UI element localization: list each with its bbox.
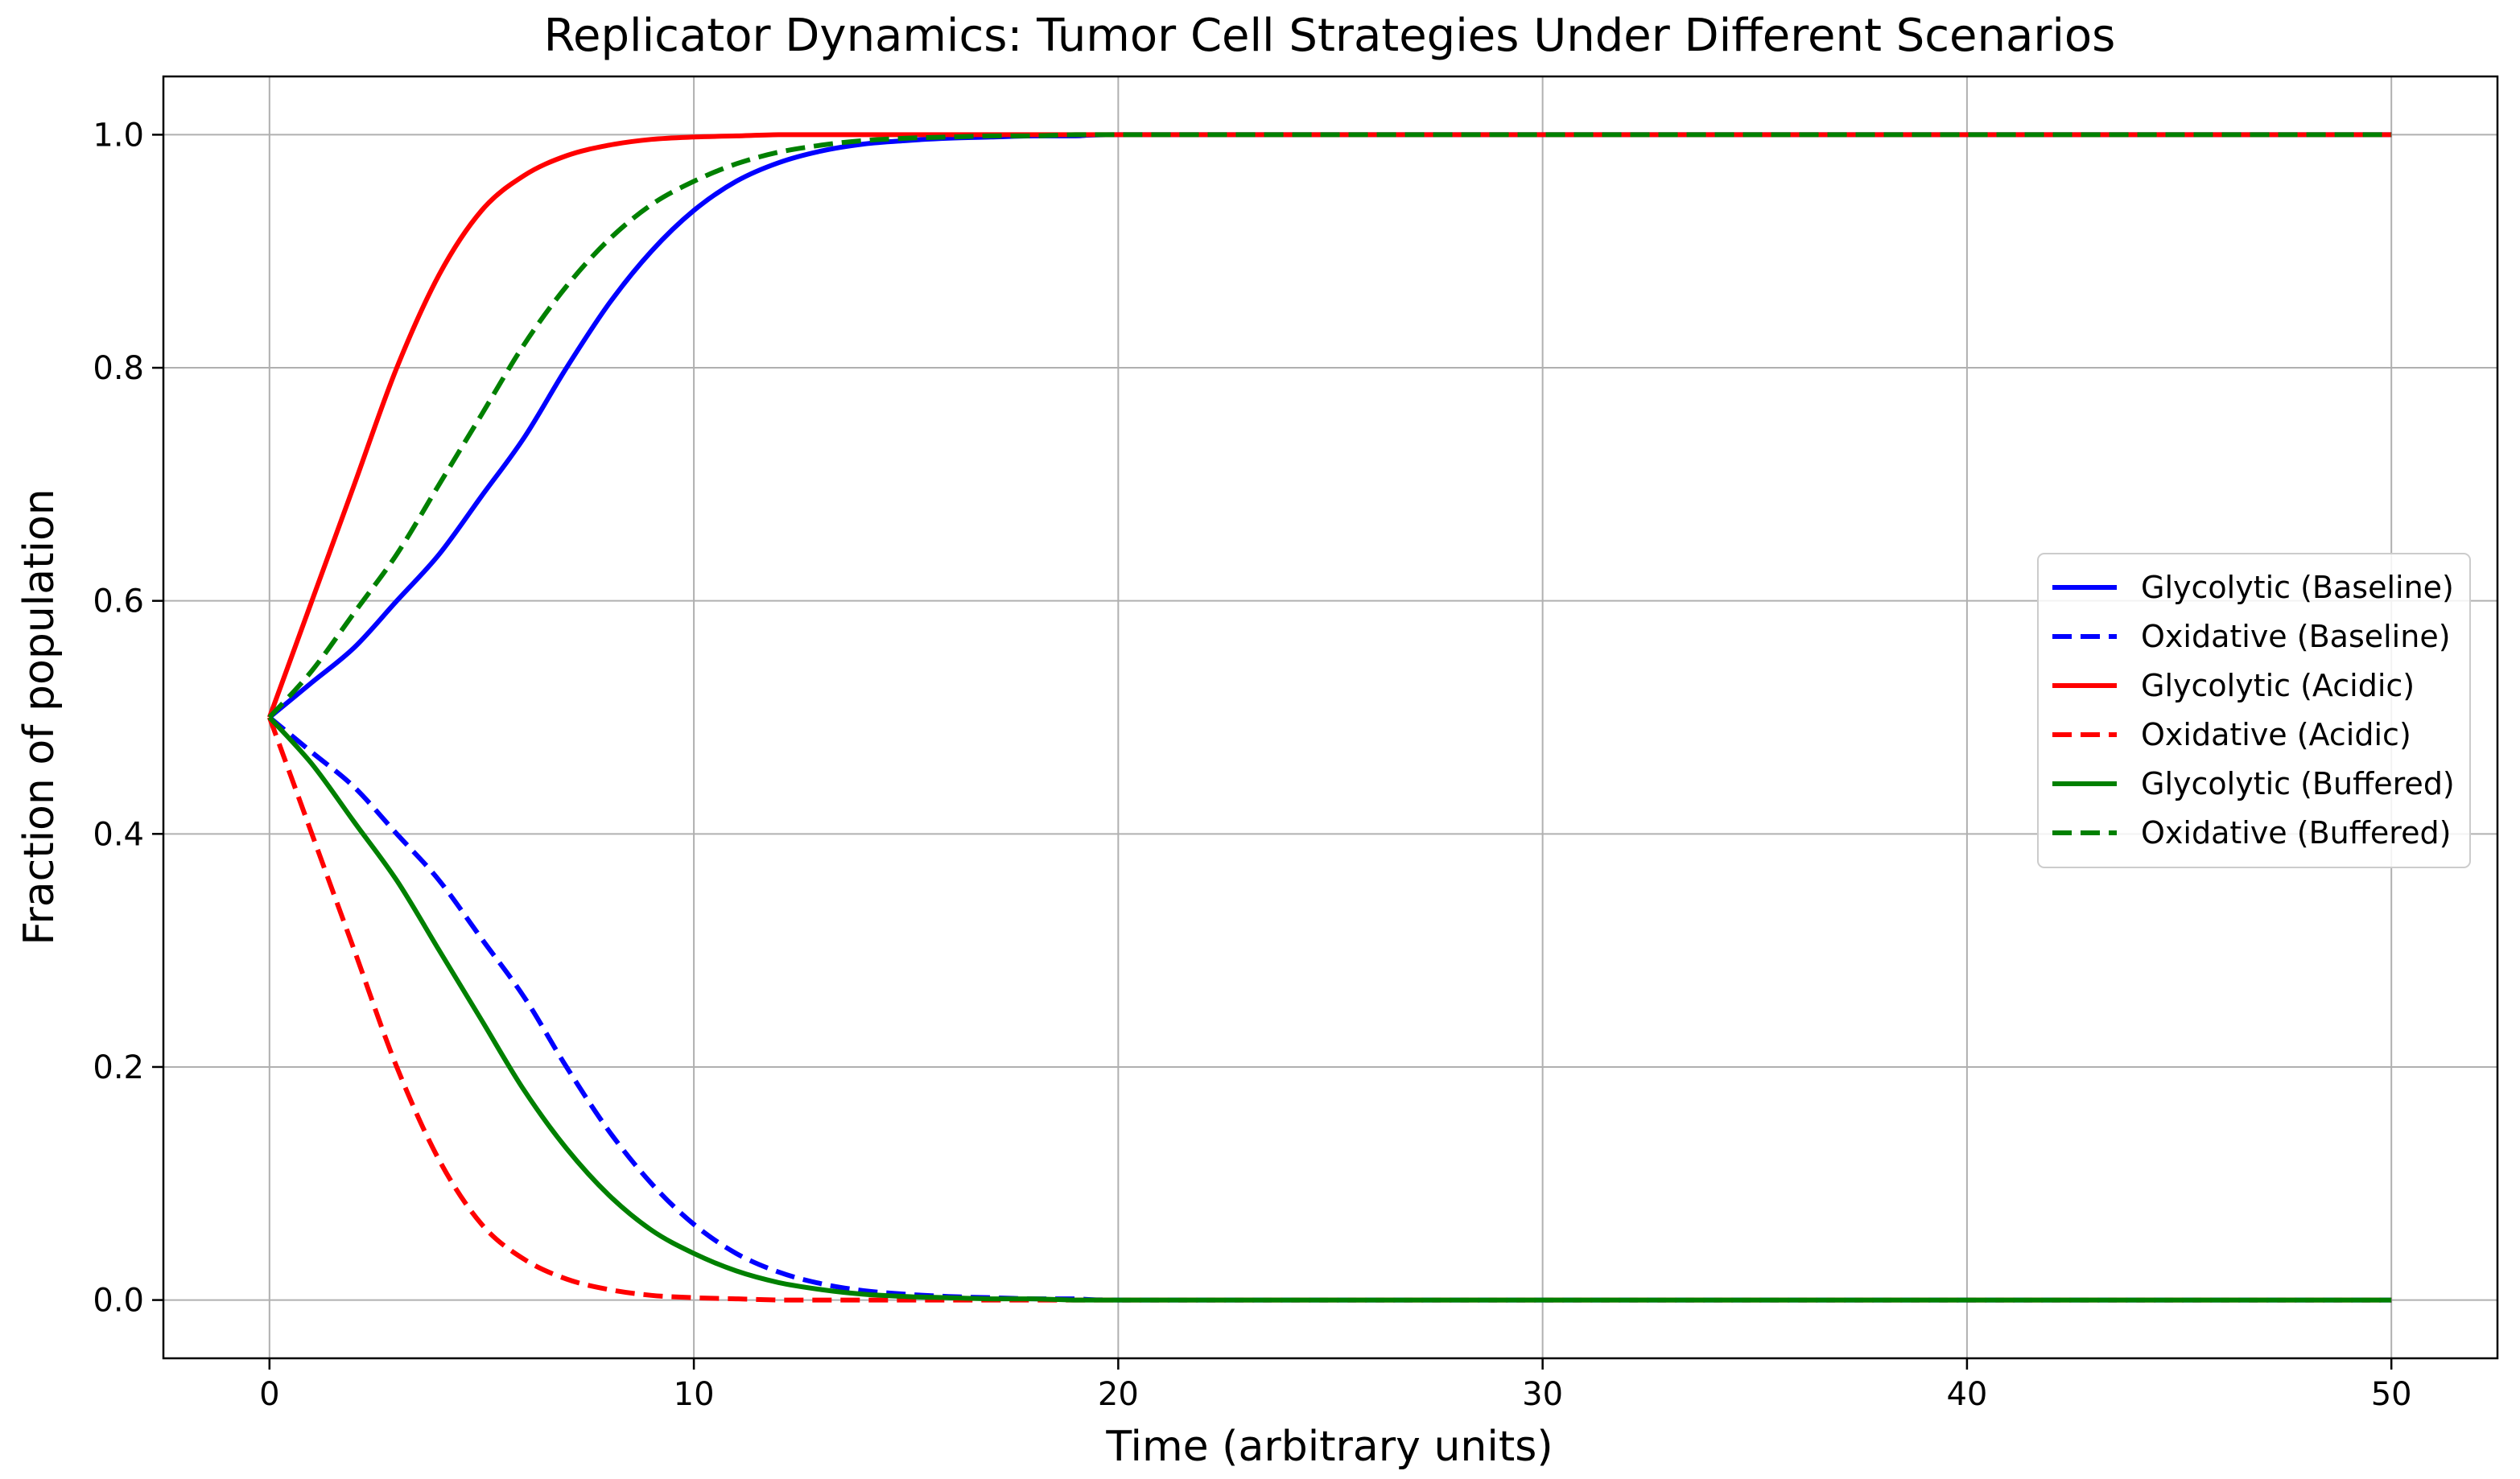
x-axis-label: Time (arbitrary units)	[1105, 1423, 1553, 1471]
y-tick-label: 0.0	[93, 1283, 144, 1320]
legend-label: Oxidative (Buffered)	[2141, 815, 2451, 851]
x-tick-label: 50	[2371, 1376, 2412, 1413]
y-tick-label: 0.4	[93, 816, 144, 853]
y-tick-label: 0.2	[93, 1049, 144, 1086]
plot-series	[266, 132, 2392, 1303]
legend-label: Glycolytic (Acidic)	[2141, 668, 2415, 703]
series-line-glycolytic-buffered	[267, 715, 2392, 1303]
x-tick-label: 0	[259, 1376, 279, 1413]
y-tick-label: 0.6	[93, 583, 144, 620]
x-tick-label: 10	[674, 1376, 715, 1413]
chart-title: Replicator Dynamics: Tumor Cell Strategi…	[544, 10, 2116, 62]
y-tick-label: 1.0	[93, 117, 144, 154]
x-axis-ticks: 0 10 20 30 40 50	[259, 1358, 2412, 1413]
chart-legend: Glycolytic (Baseline) Oxidative (Baseline…	[2037, 553, 2471, 868]
y-tick-label: 0.8	[93, 350, 144, 387]
legend-label: Glycolytic (Buffered)	[2141, 766, 2455, 801]
x-tick-label: 20	[1098, 1376, 1139, 1413]
y-axis-ticks: 0.0 0.2 0.4 0.6 0.8 1.0	[93, 117, 163, 1320]
plot-area-frame	[162, 75, 2499, 1360]
series-line-oxidative-buffered	[267, 132, 2392, 719]
y-axis-label: Fraction of population	[15, 488, 64, 945]
x-tick-label: 40	[1946, 1376, 1987, 1413]
x-tick-label: 30	[1522, 1376, 1563, 1413]
legend-frame	[2037, 553, 2471, 868]
legend-label: Glycolytic (Baseline)	[2141, 570, 2454, 605]
legend-label: Oxidative (Baseline)	[2141, 619, 2451, 654]
legend-label: Oxidative (Acidic)	[2141, 717, 2411, 752]
